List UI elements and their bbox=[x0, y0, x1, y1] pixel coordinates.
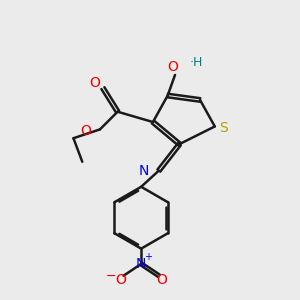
Text: N: N bbox=[136, 257, 146, 271]
Text: N: N bbox=[139, 164, 149, 178]
Text: O: O bbox=[115, 273, 126, 287]
Text: +: + bbox=[144, 253, 152, 262]
Text: O: O bbox=[89, 76, 100, 90]
Text: ·H: ·H bbox=[189, 56, 203, 69]
Text: O: O bbox=[156, 273, 167, 287]
Text: −: − bbox=[106, 270, 116, 283]
Text: O: O bbox=[167, 60, 178, 74]
Text: S: S bbox=[219, 121, 227, 135]
Text: O: O bbox=[80, 124, 91, 138]
